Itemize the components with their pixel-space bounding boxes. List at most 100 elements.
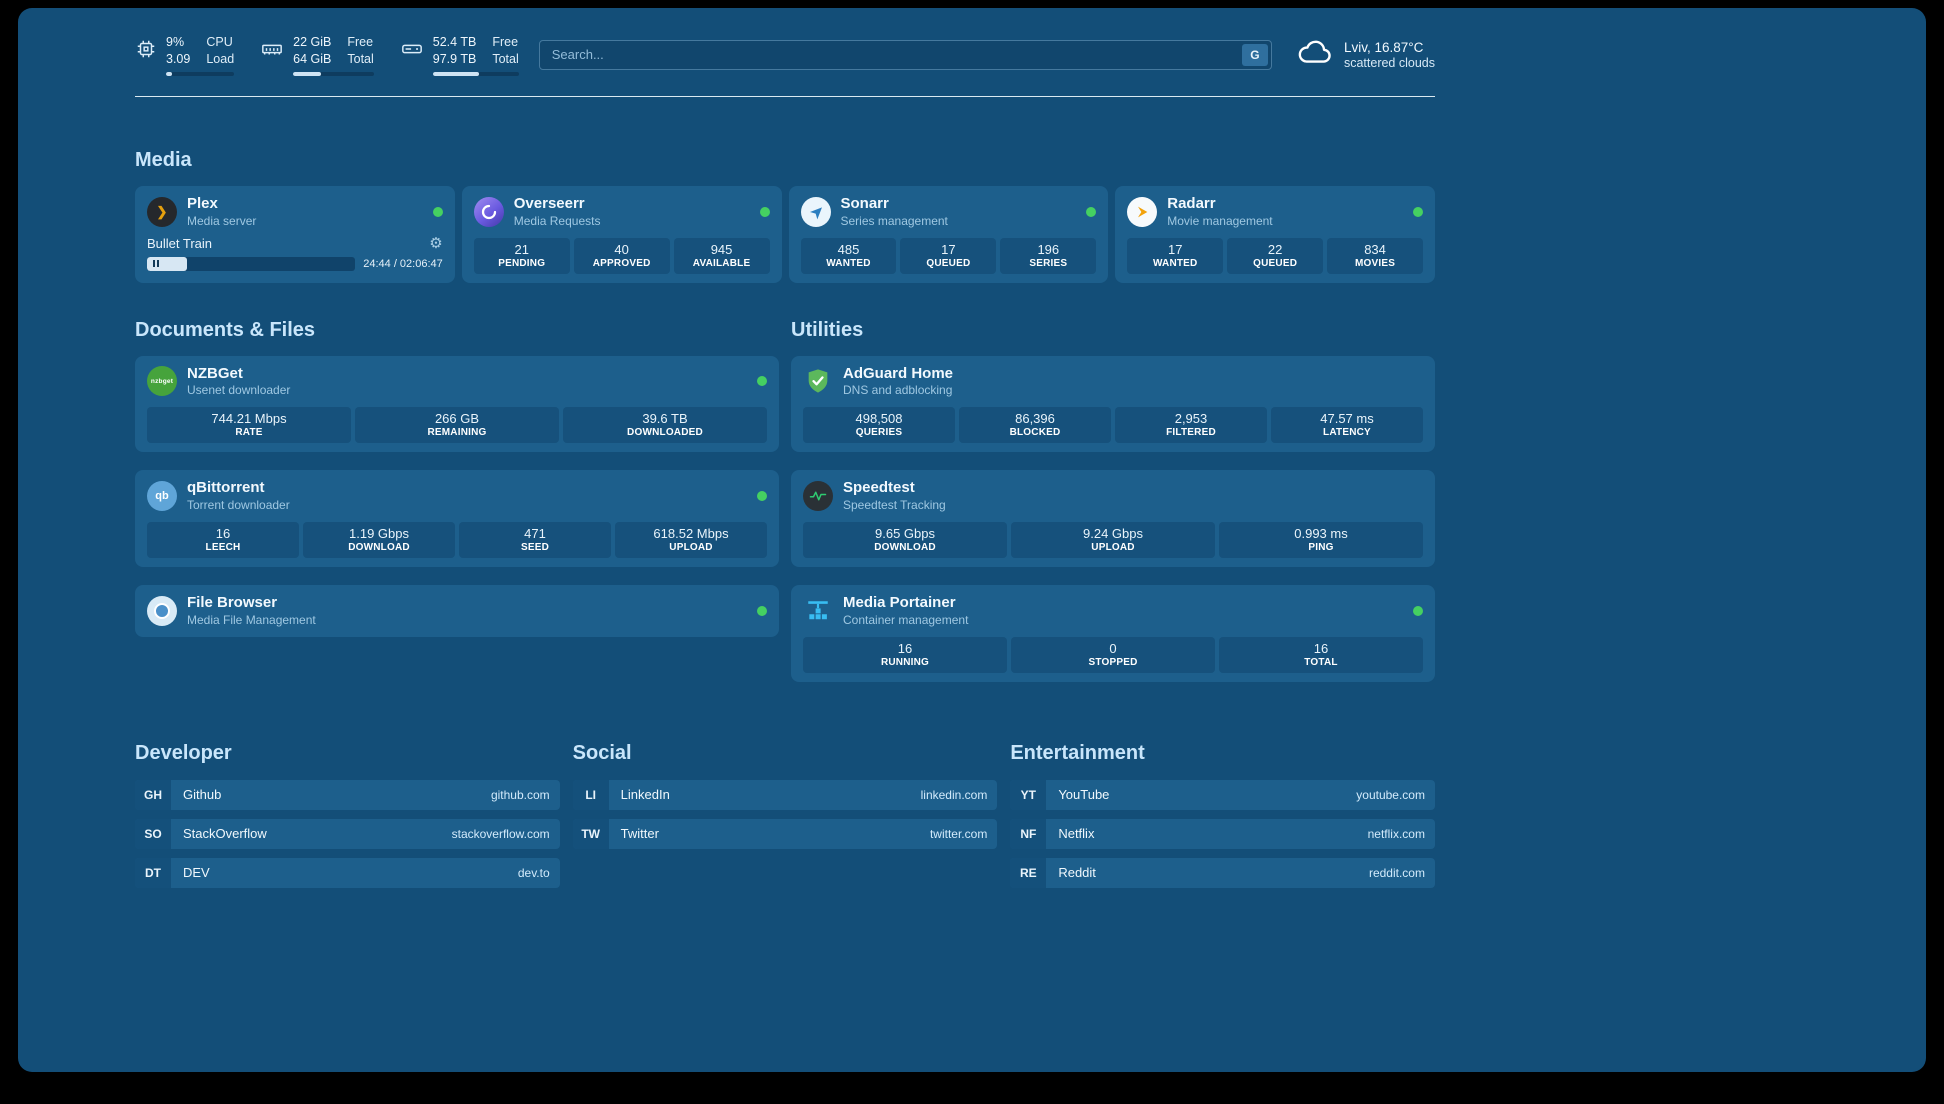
disk-icon <box>400 38 424 76</box>
stat-stopped: 0 STOPPED <box>1011 636 1215 673</box>
speedtest-icon <box>803 481 833 512</box>
section-title-utilities: Utilities <box>791 318 864 341</box>
bookmark-linkedin[interactable]: LI LinkedIn linkedin.com <box>572 779 998 810</box>
reddit-abbr-icon: RE <box>1010 857 1047 888</box>
stat-series: 196 SERIES <box>1000 237 1097 274</box>
app-subtitle: Media Requests <box>513 213 601 228</box>
stat-download: 1.19 Gbps DOWNLOAD <box>303 522 455 558</box>
app-subtitle: Usenet downloader <box>187 383 291 398</box>
stat-remaining: 266 GB REMAINING <box>355 407 559 444</box>
app-subtitle: Speedtest Tracking <box>843 498 946 512</box>
topbar-divider <box>135 95 1435 97</box>
cpu-load-value: 3.09 <box>166 51 191 66</box>
topbar: 9% CPU 3.09 Load 22 GiB <box>135 8 1435 76</box>
search-engine-button[interactable]: G <box>1241 43 1268 66</box>
nzbget-card[interactable]: nzbget NZBGet Usenet downloader 744.21 M… <box>135 355 779 453</box>
status-dot <box>432 206 443 217</box>
disk-free-value: 52.4 TB <box>432 35 477 49</box>
stat-filtered: 2,953 FILTERED <box>1115 407 1267 444</box>
section-title-media: Media <box>135 148 192 171</box>
disk-progress-bar <box>432 71 519 76</box>
twitter-abbr-icon: TW <box>572 818 609 849</box>
plex-icon: ❯ <box>147 196 177 227</box>
stat-seed: 471 SEED <box>459 522 611 558</box>
status-dot <box>757 605 767 616</box>
cpu-label: CPU <box>206 35 233 49</box>
ram-total-label: Total <box>347 51 374 66</box>
playback-progress-bar[interactable] <box>147 256 356 271</box>
section-title-entertainment: Entertainment <box>1010 741 1145 764</box>
stat-leech: 16 LEECH <box>147 522 299 558</box>
radarr-card[interactable]: Radarr Movie management 17 WANTED 22 QUE… <box>1115 185 1435 283</box>
plex-card[interactable]: ❯ Plex Media server Bullet Train ⚙ <box>135 185 455 283</box>
portainer-card[interactable]: Media Portainer Container management 16 … <box>791 585 1435 682</box>
bookmark-reddit[interactable]: RE Reddit reddit.com <box>1010 857 1435 888</box>
stat-pending: 21 PENDING <box>473 237 570 274</box>
qbittorrent-icon: qb <box>147 481 177 512</box>
section-title-developer: Developer <box>135 741 232 764</box>
app-name: Sonarr <box>840 194 889 212</box>
stackoverflow-abbr-icon: SO <box>135 818 171 849</box>
adguard-shield-icon <box>803 366 833 396</box>
ram-progress-bar <box>293 71 374 76</box>
app-subtitle: Media server <box>187 213 257 228</box>
section-title-documents: Documents & Files <box>135 318 316 341</box>
stat-queued: 22 QUEUED <box>1227 237 1324 274</box>
status-dot <box>757 376 767 387</box>
nzbget-icon: nzbget <box>147 366 177 397</box>
stat-running: 16 RUNNING <box>803 636 1007 673</box>
app-name: Speedtest <box>843 479 915 497</box>
disk-free-label: Free <box>492 35 519 49</box>
disk-total-label: Total <box>492 51 519 66</box>
app-subtitle: Torrent downloader <box>187 498 290 512</box>
stat-queued: 17 QUEUED <box>900 237 997 274</box>
adguard-card[interactable]: AdGuard Home DNS and adblocking 498,508 … <box>791 355 1435 453</box>
cpu-load-label: Load <box>206 51 235 66</box>
status-dot <box>1086 206 1097 217</box>
portainer-crane-icon <box>803 596 833 626</box>
speedtest-card[interactable]: Speedtest Speedtest Tracking 9.65 Gbps D… <box>791 470 1435 567</box>
stat-blocked: 86,396 BLOCKED <box>959 407 1111 444</box>
filebrowser-icon <box>147 595 177 626</box>
bookmark-github[interactable]: GH Github github.com <box>135 779 560 810</box>
cpu-percent: 9% <box>166 35 185 49</box>
cloud-icon <box>1296 37 1334 72</box>
bookmark-youtube[interactable]: YT YouTube youtube.com <box>1010 779 1435 810</box>
overseerr-card[interactable]: Overseerr Media Requests 21 PENDING 40 A… <box>461 185 782 283</box>
filebrowser-card[interactable]: File Browser Media File Management <box>135 585 779 637</box>
gear-icon[interactable]: ⚙ <box>429 234 443 252</box>
weather-widget: Lviv, 16.87°C scattered clouds <box>1296 37 1435 72</box>
ram-metric: 22 GiB Free 64 GiB Total <box>260 34 374 76</box>
cpu-chip-icon <box>135 38 157 76</box>
stat-available: 945 AVAILABLE <box>673 237 770 274</box>
bookmark-dev[interactable]: DT DEV dev.to <box>135 857 560 888</box>
search-bar: G <box>538 39 1272 70</box>
app-name: qBittorrent <box>187 479 265 497</box>
section-title-social: Social <box>572 741 632 764</box>
pause-icon[interactable] <box>153 260 159 267</box>
bookmark-stackoverflow[interactable]: SO StackOverflow stackoverflow.com <box>135 818 560 849</box>
stat-downloaded: 39.6 TB DOWNLOADED <box>563 407 767 444</box>
qbittorrent-card[interactable]: qb qBittorrent Torrent downloader 16 LEE… <box>135 470 779 567</box>
radarr-icon <box>1127 196 1158 227</box>
cpu-metric: 9% CPU 3.09 Load <box>135 34 235 76</box>
search-input[interactable] <box>538 39 1272 70</box>
weather-location: Lviv, 16.87°C <box>1343 39 1424 55</box>
stat-wanted: 485 WANTED <box>800 237 897 274</box>
status-dot <box>1413 206 1423 217</box>
app-name: NZBGet <box>187 364 243 382</box>
app-name: AdGuard Home <box>843 364 954 382</box>
stat-download: 9.65 Gbps DOWNLOAD <box>803 522 1007 558</box>
stat-rate: 744.21 Mbps RATE <box>147 407 351 444</box>
ram-free-value: 22 GiB <box>293 35 332 49</box>
app-name: Plex <box>187 194 218 212</box>
bookmark-twitter[interactable]: TW Twitter twitter.com <box>572 818 998 849</box>
ram-total-value: 64 GiB <box>293 51 332 66</box>
dev-abbr-icon: DT <box>135 857 171 888</box>
stat-total: 16 TOTAL <box>1219 636 1423 673</box>
sonarr-card[interactable]: Sonarr Series management 485 WANTED 17 Q… <box>788 185 1109 283</box>
bookmark-netflix[interactable]: NF Netflix netflix.com <box>1010 818 1435 849</box>
disk-metric: 52.4 TB Free 97.9 TB Total <box>400 34 519 76</box>
app-name: Media Portainer <box>843 594 956 611</box>
overseerr-icon <box>473 196 504 227</box>
